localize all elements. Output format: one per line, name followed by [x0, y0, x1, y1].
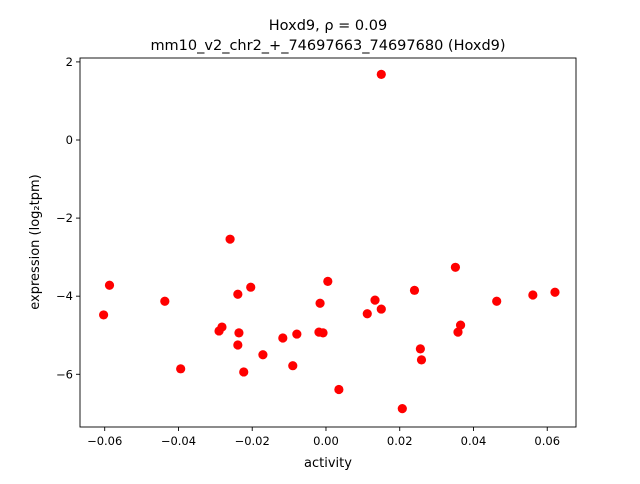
y-axis-label: expression (log₂tpm)	[28, 174, 43, 309]
data-point	[376, 304, 386, 314]
data-point	[233, 289, 243, 299]
data-point	[376, 69, 386, 79]
x-tick-label: −0.06	[87, 434, 122, 448]
data-point	[362, 309, 372, 319]
data-point	[246, 282, 256, 292]
data-point	[334, 384, 344, 395]
data-point	[278, 333, 288, 343]
data-point	[239, 367, 249, 377]
data-point	[225, 234, 235, 244]
x-tick-label: 0.06	[534, 434, 560, 448]
data-point	[409, 285, 420, 295]
x-tick-label: 0.04	[461, 434, 487, 448]
data-point	[453, 327, 463, 337]
data-point	[234, 328, 244, 338]
data-point	[233, 340, 243, 350]
x-tick-label: −0.02	[235, 434, 270, 448]
data-point	[323, 276, 333, 286]
data-point	[397, 404, 407, 414]
data-point	[550, 287, 560, 297]
x-axis-label: activity	[304, 456, 352, 471]
y-tick-label: 2	[66, 55, 73, 69]
data-point	[416, 355, 427, 365]
data-point	[99, 310, 109, 320]
data-point	[176, 364, 186, 374]
data-point	[292, 329, 302, 339]
data-point	[492, 296, 502, 306]
y-axis-ticks: 2 0 −2 −4 −6	[56, 55, 80, 381]
plot-frame	[79, 57, 577, 428]
data-point	[288, 361, 298, 371]
data-point	[450, 262, 461, 272]
data-point	[160, 296, 170, 306]
data-point	[370, 295, 380, 305]
data-point	[217, 322, 227, 332]
data-point	[104, 280, 115, 290]
x-axis-ticks: −0.06 −0.04 −0.02 0.00 0.02 0.04 0.06	[87, 427, 560, 448]
y-tick-label: −6	[56, 367, 73, 381]
data-point	[455, 320, 466, 330]
x-tick-label: 0.02	[387, 434, 413, 448]
x-tick-label: −0.04	[161, 434, 196, 448]
data-point	[318, 328, 328, 338]
y-tick-label: 0	[66, 133, 73, 147]
data-point	[415, 344, 425, 354]
x-tick-label: 0.00	[313, 434, 339, 448]
chart-title-line2: mm10_v2_chr2_+_74697663_74697680 (Hoxd9)	[150, 38, 505, 54]
data-point	[315, 298, 325, 308]
data-points	[99, 69, 560, 414]
y-tick-label: −4	[56, 289, 73, 303]
data-point	[528, 290, 538, 300]
y-tick-label: −2	[56, 211, 73, 225]
data-point	[258, 350, 268, 360]
chart-title-line1: Hoxd9, ρ = 0.09	[269, 18, 387, 34]
